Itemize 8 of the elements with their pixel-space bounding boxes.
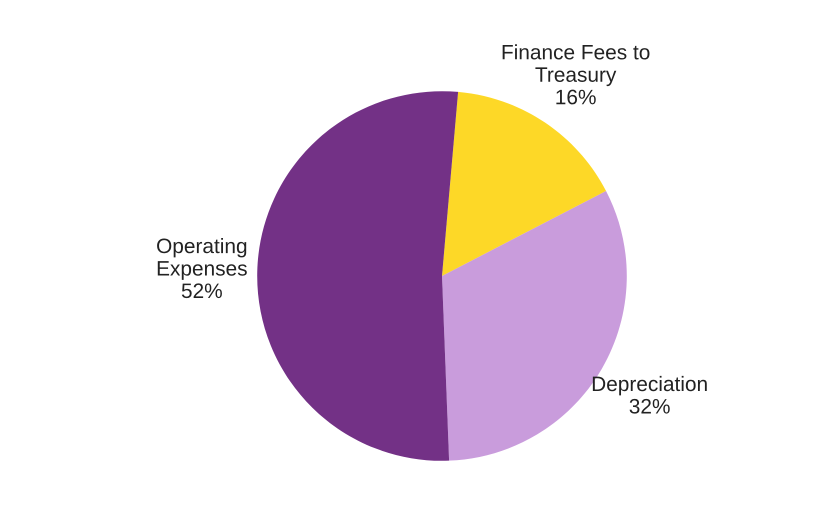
pie-slice [257, 91, 458, 461]
data-label: 52% [182, 283, 222, 298]
data-label: 32% [630, 398, 670, 414]
data-label: 16% [556, 90, 596, 104]
pie-slice [442, 92, 606, 276]
slice-label: Finance Fees to Treasury [502, 44, 650, 86]
slice-label: Depreciation [592, 376, 707, 396]
slice-label: Operating Expenses [157, 238, 247, 280]
